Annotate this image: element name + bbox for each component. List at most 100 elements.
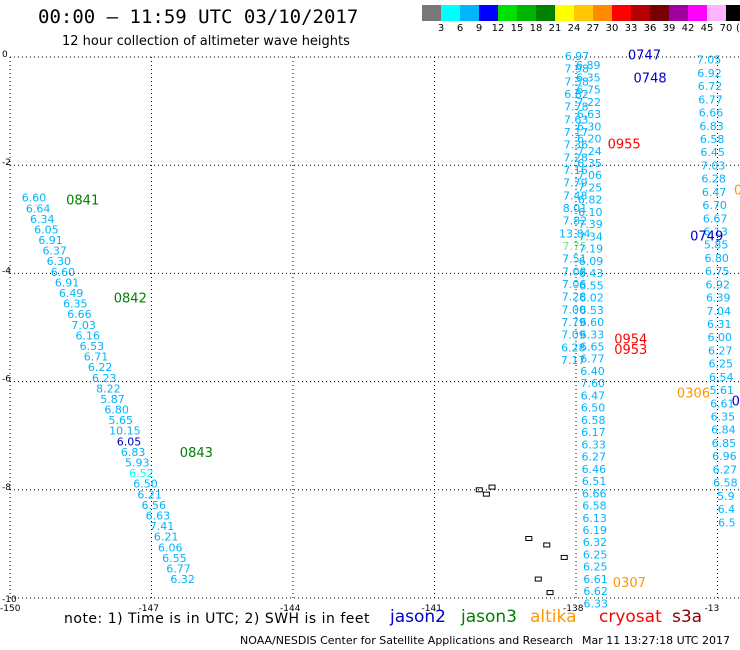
wave-height-value: 6.06 <box>158 541 183 554</box>
wave-height-value: 6.61 <box>583 573 608 586</box>
wave-height-value: 8.01 <box>563 202 588 215</box>
wave-height-value: 7.28 <box>563 151 588 164</box>
legend-altika: altika <box>530 607 577 627</box>
legend-tick-label: 42 <box>681 23 695 34</box>
wave-height-value: 6.17 <box>581 426 606 439</box>
legend-tick-label: 18 <box>529 23 543 34</box>
wave-height-value: 6.64 <box>26 202 51 215</box>
wave-height-value: 7.79 <box>563 177 588 190</box>
legend-swatch <box>593 5 612 21</box>
wave-height-value: 6.4 <box>718 503 736 516</box>
wave-height-value: 6.96 <box>712 450 737 463</box>
legend-tick-label: 24 <box>567 23 581 34</box>
wave-height-value: 6.34 <box>30 213 55 226</box>
wave-height-value: 6.10 <box>578 206 603 219</box>
legend-swatch <box>555 5 574 21</box>
wave-height-value: 6.27 <box>582 451 607 464</box>
lat-tick-label: -8 <box>2 483 11 493</box>
wave-height-value: 7.16 <box>563 164 588 177</box>
legend-swatch <box>536 5 555 21</box>
legend-s3a: s3a <box>672 607 703 627</box>
lat-tick-label: -10 <box>2 595 17 605</box>
track-time-label: 0953 <box>614 343 647 358</box>
wave-height-value: 7.06 <box>578 169 603 182</box>
wave-height-value: 6.22 <box>88 361 113 374</box>
wave-height-value: 6.58 <box>582 500 607 513</box>
island <box>475 487 483 493</box>
track-time-label: 0954 <box>614 332 647 347</box>
wave-height-value: 6.23 <box>92 372 117 385</box>
legend-swatch <box>422 5 441 21</box>
wave-height-value: 6.67 <box>703 212 728 225</box>
wave-height-value: 6.25 <box>583 561 608 574</box>
wave-height-value: 6.21 <box>154 531 179 544</box>
wave-height-value: 6.50 <box>581 402 606 415</box>
wave-height-value: 7.06 <box>562 278 587 291</box>
wave-height-value: 6.16 <box>75 329 100 342</box>
wave-height-value: 6.58 <box>581 414 606 427</box>
wave-height-value: 7.04 <box>706 305 731 318</box>
legend-swatch <box>650 5 669 21</box>
wave-height-value: 6.91 <box>38 234 63 247</box>
wave-height-value: 6.77 <box>580 353 605 366</box>
wave-height-value: 6.53 <box>579 304 604 317</box>
wave-height-value: 6.33 <box>581 438 606 451</box>
track-1: 6.977.987.386.827.787.637.177.367.287.16… <box>559 50 591 367</box>
wave-height-value: 6.52 <box>129 467 154 480</box>
wave-height-value: 7.22 <box>577 96 602 109</box>
wave-height-value: 6.54 <box>709 371 734 384</box>
lon-tick-label: -150 <box>0 604 21 614</box>
wave-height-value: 6.58 <box>700 133 725 146</box>
wave-height-value: 7.39 <box>578 218 603 231</box>
legend-swatch <box>498 5 517 21</box>
wave-height-value: 6.5 <box>718 516 736 529</box>
wave-height-value: 7.79 <box>561 316 586 329</box>
island <box>525 535 533 541</box>
wave-height-value: 7.38 <box>564 75 589 88</box>
wave-height-value: 7.17 <box>564 126 589 139</box>
legend-swatch <box>612 5 631 21</box>
wave-height-value: 6.66 <box>67 308 92 321</box>
lat-tick-label: 0 <box>2 50 8 60</box>
wave-height-value: 6.28 <box>561 341 586 354</box>
wave-height-value: 7.19 <box>579 243 604 256</box>
islands <box>475 484 568 596</box>
legend-tick-label: 39 <box>662 23 676 34</box>
wave-height-value: 6.60 <box>51 266 76 279</box>
wave-height-value: 6.92 <box>705 278 730 291</box>
wave-height-value: 6.84 <box>711 424 736 437</box>
wave-height-value: 7.41 <box>150 520 175 533</box>
lon-tick-label: -13 <box>705 604 720 614</box>
legend-tick-label: 36 <box>643 23 657 34</box>
wave-height-value: 6.30 <box>47 255 72 268</box>
wave-height-value: 6.21 <box>137 488 162 501</box>
track-time-label: 0307 <box>613 576 646 591</box>
lon-tick-label: -147 <box>139 604 159 614</box>
legend-tick-label: 15 <box>510 23 524 34</box>
wave-height-value: 7.28 <box>562 291 587 304</box>
wave-height-value: 6.66 <box>582 487 607 500</box>
wave-height-value: 6.60 <box>580 316 605 329</box>
wave-height-value: 7.05 <box>697 54 722 67</box>
wave-height-value: 7.82 <box>563 215 588 228</box>
legend-swatch <box>688 5 707 21</box>
color-legend <box>422 5 740 21</box>
legend-tick-label: 70 <box>719 23 733 34</box>
legend-tick-label: 6 <box>456 23 464 34</box>
wave-height-value: 6.35 <box>63 298 88 311</box>
legend-swatch <box>631 5 650 21</box>
track-time-label: 0747 <box>628 48 661 63</box>
wave-height-value: 6.82 <box>578 194 603 207</box>
wave-height-value: 7.00 <box>562 303 587 316</box>
legend-swatch <box>460 5 479 21</box>
wave-height-value: 6.43 <box>579 267 604 280</box>
wave-height-value: 6.85 <box>712 437 737 450</box>
wave-height-value: 6.62 <box>583 585 608 598</box>
track-time-label: 0841 <box>66 193 99 208</box>
wave-height-value: 5.65 <box>108 414 133 427</box>
wave-height-value: 6.70 <box>702 199 727 212</box>
wave-height-value: 6.49 <box>59 287 84 300</box>
legend-tick-label: 33 <box>624 23 638 34</box>
